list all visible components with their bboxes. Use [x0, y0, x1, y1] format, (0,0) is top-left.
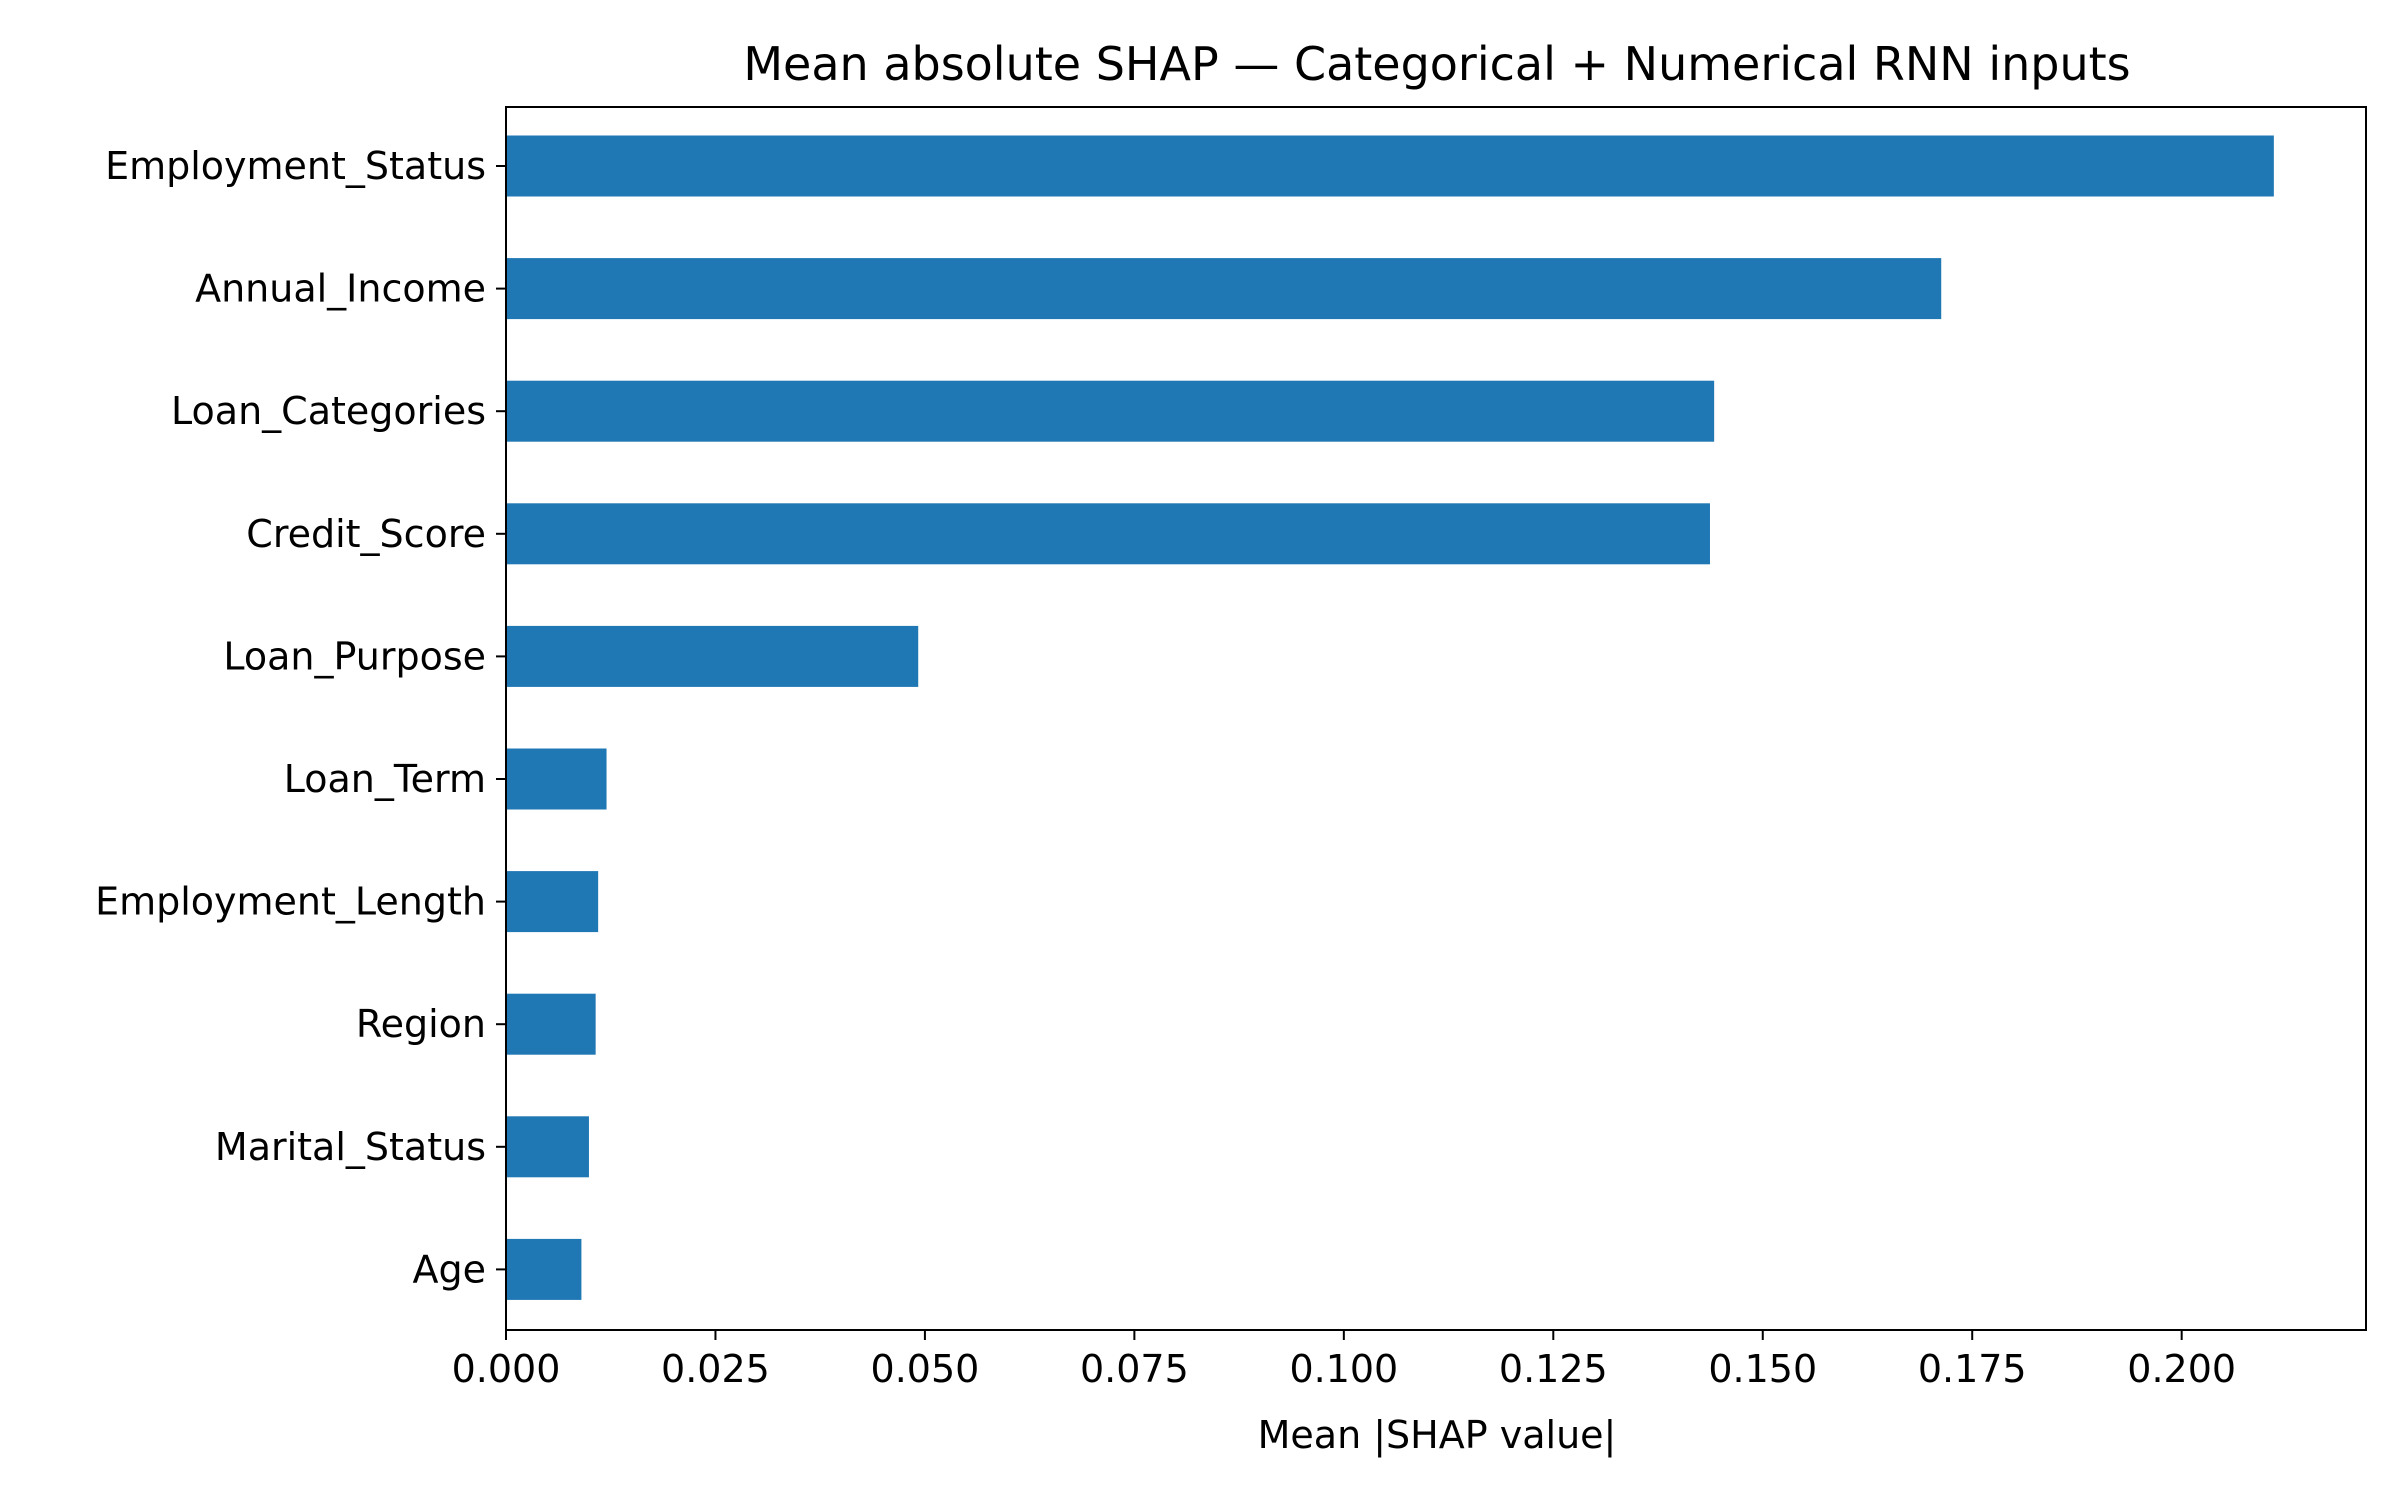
y-tick-label: Employment_Length — [95, 880, 486, 924]
x-tick-label: 0.150 — [1708, 1347, 1817, 1391]
bar-age — [506, 1238, 582, 1300]
x-tick-label: 0.100 — [1289, 1347, 1398, 1391]
y-tick-label: Loan_Term — [284, 757, 486, 801]
y-tick-label: Annual_Income — [195, 267, 486, 311]
x-tick-label: 0.175 — [1918, 1347, 2027, 1391]
x-tick-label: 0.000 — [452, 1347, 561, 1391]
x-axis-ticks: 0.000 0.025 0.050 0.075 0.100 0.125 0.150 0.175… — [452, 1330, 2236, 1391]
y-tick-label: Credit_Score — [246, 512, 486, 556]
x-tick-label: 0.200 — [2127, 1347, 2236, 1391]
x-tick-label: 0.125 — [1499, 1347, 1608, 1391]
bar-employment-length — [506, 871, 599, 933]
bar-marital-status — [506, 1116, 589, 1178]
y-tick-label: Region — [356, 1002, 486, 1046]
bars-group — [506, 135, 2274, 1300]
y-tick-label: Employment_Status — [105, 144, 486, 188]
y-tick-label: Loan_Purpose — [223, 634, 486, 678]
bar-region — [506, 993, 596, 1055]
y-tick-label: Loan_Categories — [171, 389, 486, 433]
bar-annual-income — [506, 258, 1942, 320]
bar-loan-categories — [506, 380, 1715, 442]
y-tick-label: Age — [413, 1247, 487, 1291]
x-tick-label: 0.050 — [871, 1347, 980, 1391]
bar-credit-score — [506, 503, 1710, 565]
bar-loan-term — [506, 748, 607, 810]
bar-employment-status — [506, 135, 2274, 197]
bar-loan-purpose — [506, 625, 919, 687]
x-tick-label: 0.075 — [1080, 1347, 1189, 1391]
x-tick-label: 0.025 — [661, 1347, 770, 1391]
x-axis-label: Mean |SHAP value| — [1258, 1413, 1617, 1458]
chart-title: Mean absolute SHAP — Categorical + Numer… — [743, 37, 2130, 91]
y-axis-ticks: Employment_Status Annual_Income Loan_Categ… — [95, 144, 506, 1291]
y-tick-label: Marital_Status — [215, 1125, 486, 1169]
plot-frame — [505, 106, 2367, 1331]
